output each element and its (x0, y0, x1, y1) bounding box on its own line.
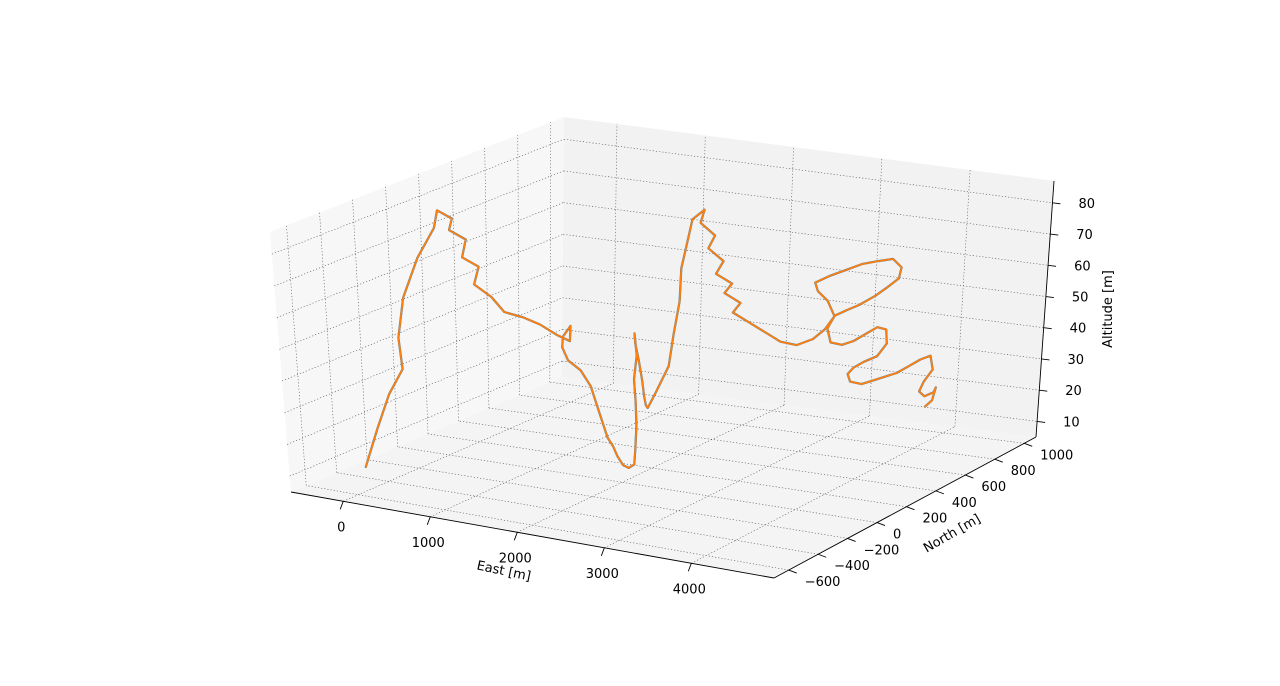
y-grid-floor (458, 420, 936, 492)
z-tick-mark (1045, 296, 1054, 298)
z-grid-left (276, 202, 564, 318)
z-tick-label: 40 (1070, 322, 1087, 337)
z-tick-label: 50 (1072, 291, 1089, 306)
x-tick-label: 3000 (586, 567, 619, 582)
x-grid-floor (430, 394, 699, 518)
z-tick-mark (1039, 389, 1048, 392)
z-tick-mark (1037, 420, 1046, 423)
x-grid-floor (517, 404, 785, 533)
x-tick-mark (339, 501, 344, 510)
y-tick-mark (876, 522, 886, 526)
y-tick-label: 800 (1011, 464, 1036, 479)
z-tick-label: 80 (1078, 197, 1095, 212)
y-tick-mark (847, 537, 856, 542)
z-tick-label: 70 (1076, 228, 1093, 243)
y-tick-label: −200 (864, 543, 900, 558)
x-tick-label: 4000 (673, 582, 706, 597)
z-grid-back (563, 202, 1049, 266)
z-axis-ticks: 10 20 30 40 50 60 70 80 (1037, 197, 1095, 430)
x-grid-floor (343, 383, 614, 502)
z-tick-mark (1043, 327, 1052, 330)
z-tick-mark (1052, 202, 1061, 205)
y-grid-floor (427, 433, 907, 507)
z-tick-label: 60 (1074, 259, 1091, 274)
x-tick-mark (513, 532, 518, 541)
x-grid-floor (691, 426, 955, 564)
y-tick-mark (965, 474, 974, 479)
x-grid-back (783, 146, 794, 406)
y-tick-mark (906, 506, 915, 511)
x-tick-mark (426, 516, 431, 525)
y-grid-floor (397, 446, 878, 523)
z-grid-back (562, 297, 1042, 360)
series-layer (364, 208, 937, 469)
z-tick-mark (1048, 264, 1057, 267)
x-grid-back (869, 158, 883, 416)
z-tick-label: 30 (1067, 353, 1084, 368)
y-tick-label: −400 (834, 559, 870, 574)
x-tick-label: 0 (337, 520, 345, 535)
x-tick-label: 1000 (412, 536, 445, 551)
x-tick-label: 2000 (499, 551, 532, 566)
y-tick-label: 1000 (1040, 448, 1073, 463)
y-tick-mark (994, 458, 1003, 463)
y-axis-ticks: −600−400−2000 200 400 600 800 1000 (788, 442, 1073, 590)
z-grid-left (284, 297, 563, 413)
z-grid-left (271, 138, 564, 255)
x-grid-back (954, 170, 971, 427)
z-grid-back (562, 329, 1040, 391)
z-tick-mark (1050, 233, 1059, 236)
y-tick-label: 600 (981, 480, 1006, 495)
x-tick-mark (687, 563, 692, 572)
z-axis-line (1035, 180, 1055, 438)
y-tick-label: 200 (922, 512, 947, 527)
x-axis-ticks: 0 1000 2000 3000 4000 (337, 501, 706, 597)
z-axis-label: Altitude [m] (1101, 270, 1116, 348)
series-line-2 (364, 208, 937, 469)
z-grid-left (274, 170, 564, 287)
z-tick-label: 20 (1065, 384, 1082, 399)
left-pane (270, 117, 564, 492)
y-tick-label: −600 (805, 575, 841, 590)
z-tick-mark (1041, 358, 1050, 361)
z-grid-left (289, 360, 563, 477)
floor-pane (291, 377, 1036, 578)
y-grid-floor (367, 459, 848, 539)
y-grid-floor (336, 472, 819, 555)
z-grid-back (562, 265, 1044, 329)
y-axis-line (773, 436, 1037, 579)
y-tick-mark (1024, 442, 1033, 447)
x-tick-mark (600, 547, 605, 556)
z-grid-left (281, 265, 563, 382)
z-grid-back (563, 234, 1046, 297)
x-grid-floor (604, 415, 870, 549)
z-grid-back (563, 138, 1053, 204)
y-tick-label: 0 (893, 528, 901, 543)
y-tick-label: 400 (952, 496, 977, 511)
y-tick-mark (817, 553, 827, 558)
y-tick-mark (788, 569, 797, 574)
y-tick-mark (935, 490, 945, 495)
grid-lines (271, 122, 1053, 571)
y-grid-floor (488, 407, 966, 476)
axes-edges (290, 180, 1055, 579)
z-tick-label: 10 (1063, 415, 1080, 430)
x-axis-line (290, 491, 775, 579)
